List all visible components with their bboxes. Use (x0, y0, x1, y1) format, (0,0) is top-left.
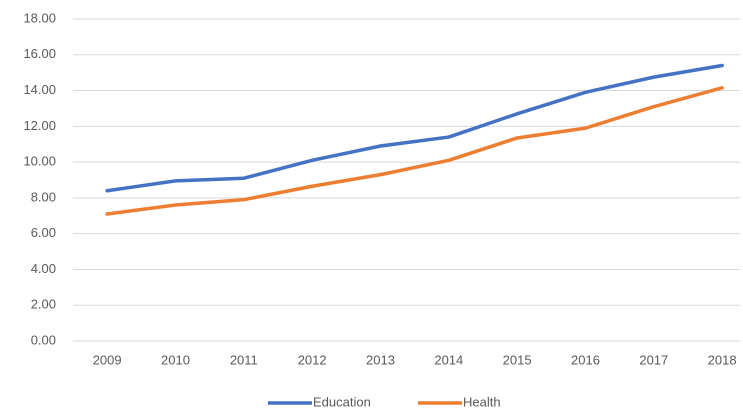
x-tick-label: 2015 (503, 352, 532, 367)
x-tick-label: 2016 (571, 352, 600, 367)
y-tick-label: 12.00 (23, 118, 56, 133)
series-line (105, 86, 724, 216)
legend-label: Education (313, 394, 371, 409)
x-tick-label: 2010 (161, 352, 190, 367)
series-line (105, 63, 724, 193)
x-tick-label: 2018 (708, 352, 737, 367)
y-tick-label: 8.00 (31, 189, 56, 204)
x-tick-label: 2009 (93, 352, 122, 367)
x-tick-label: 2017 (639, 352, 668, 367)
y-tick-label: 6.00 (31, 225, 56, 240)
y-tick-label: 10.00 (23, 154, 56, 169)
x-tick-label: 2011 (230, 352, 258, 367)
x-tick-label: 2012 (298, 352, 327, 367)
y-tick-label: 4.00 (31, 261, 56, 276)
x-tick-label: 2014 (434, 352, 463, 367)
y-tick-label: 14.00 (23, 82, 56, 97)
legend-label: Health (463, 394, 501, 409)
y-tick-label: 0.00 (31, 332, 56, 347)
y-tick-label: 18.00 (23, 10, 56, 25)
y-tick-label: 2.00 (31, 297, 56, 312)
y-tick-label: 16.00 (23, 46, 56, 61)
x-tick-label: 2013 (366, 352, 395, 367)
